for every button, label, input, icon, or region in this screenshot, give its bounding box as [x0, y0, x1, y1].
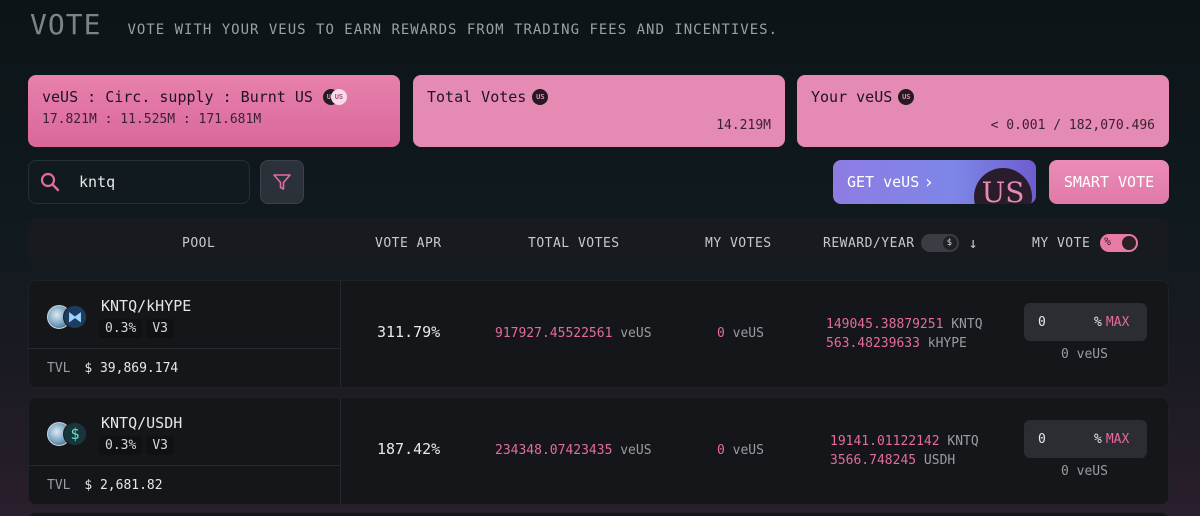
search-icon: [40, 172, 60, 192]
your-veus-card: Your veUS US < 0.001 / 182,070.496: [797, 75, 1169, 147]
filter-icon: [273, 174, 291, 190]
reward-token: kHYPE: [927, 336, 967, 351]
total-votes-card-value: 14.219M: [716, 118, 771, 133]
supply-card-label: veUS : Circ. supply : Burnt US: [42, 88, 313, 106]
total-votes-unit: veUS: [620, 326, 652, 341]
percent-label: %: [1094, 314, 1102, 330]
get-veus-label: GET veUS: [847, 173, 920, 191]
chevron-right-icon: ›: [923, 171, 935, 193]
page-subtitle: VOTE WITH YOUR VEUS TO EARN REWARDS FROM…: [127, 22, 779, 38]
fee-badge: 0.3%: [99, 319, 143, 338]
percent-label: %: [1094, 431, 1102, 447]
token-pair-icons: $: [47, 422, 91, 446]
dollar-icon: $: [942, 236, 957, 250]
vote-apr-value: 187.42%: [377, 440, 441, 458]
col-my-vote: MY VOTE %: [1032, 234, 1139, 252]
my-votes-unit: veUS: [732, 326, 764, 341]
version-badge: V3: [146, 319, 174, 338]
reward-amount: 563.48239633: [826, 336, 920, 351]
pool-cell: ⧓ KNTQ/kHYPE 0.3% V3 TVL $ 39,869.174: [29, 281, 341, 387]
col-my-vote-label[interactable]: MY VOTE: [1032, 235, 1091, 251]
reward-year-value: 149045.38879251 KNTQ 563.48239633 kHYPE: [826, 315, 983, 353]
col-my-votes[interactable]: MY VOTES: [705, 236, 772, 251]
us-logo-icon: US: [974, 168, 1032, 204]
reward-amount: 3566.748245: [830, 453, 917, 468]
total-votes-card-label: Total Votes: [427, 88, 527, 106]
total-votes-value: 917927.45522561 veUS: [495, 326, 652, 341]
page-title: VOTE: [30, 8, 102, 41]
table-row[interactable]: ⧓ KNTQ/kHYPE 0.3% V3 TVL $ 39,869.174 31…: [28, 280, 1169, 388]
reward-amount: 19141.01122142: [830, 434, 940, 449]
total-votes-unit: veUS: [620, 443, 652, 458]
vote-apr-value: 311.79%: [377, 323, 441, 341]
table-header: POOL VOTE APR TOTAL VOTES MY VOTES REWAR…: [28, 218, 1169, 270]
max-button[interactable]: MAX: [1105, 314, 1130, 330]
tvl-label: TVL: [47, 361, 71, 376]
smart-vote-button[interactable]: SMART VOTE: [1049, 160, 1169, 204]
usd-toggle[interactable]: $: [920, 234, 959, 252]
vote-veus-amount: 0 veUS: [1061, 347, 1108, 362]
khype-token-icon: ⧓: [63, 305, 87, 329]
total-votes-amount: 234348.07423435: [495, 443, 613, 458]
reward-amount: 149045.38879251: [826, 317, 944, 332]
col-vote-apr[interactable]: VOTE APR: [375, 236, 442, 251]
my-votes-amount: 0: [717, 443, 725, 458]
your-veus-card-label: Your veUS: [811, 88, 893, 106]
col-total-votes[interactable]: TOTAL VOTES: [528, 236, 620, 251]
vote-input[interactable]: [1038, 431, 1090, 447]
pool-tvl: TVL $ 39,869.174: [47, 361, 178, 376]
pool-pair-name: KNTQ/kHYPE: [101, 297, 192, 315]
page-header: VOTE VOTE WITH YOUR VEUS TO EARN REWARDS…: [30, 8, 778, 41]
pool-cell: $ KNTQ/USDH 0.3% V3 TVL $ 2,681.82: [29, 398, 341, 504]
reward-token: USDH: [923, 453, 956, 468]
search-input[interactable]: [79, 173, 229, 191]
tvl-value: $ 2,681.82: [84, 478, 163, 493]
toggle-knob: [1122, 236, 1137, 250]
burnt-us-coin-icon: US: [330, 89, 347, 105]
tvl-value: $ 39,869.174: [84, 361, 179, 376]
reward-token: KNTQ: [951, 317, 983, 332]
fee-badge: 0.3%: [99, 436, 143, 455]
vote-input-box: % MAX: [1024, 420, 1147, 458]
get-veus-button[interactable]: GET veUS › US: [833, 160, 1036, 204]
my-votes-value: 0 veUS: [717, 326, 764, 341]
usdh-token-icon: $: [63, 422, 87, 446]
my-votes-unit: veUS: [732, 443, 764, 458]
your-veus-card-value: < 0.001 / 182,070.496: [990, 118, 1155, 133]
col-reward-year: REWARD/YEAR $ ↓: [823, 234, 978, 252]
search-box[interactable]: [28, 160, 250, 204]
total-votes-amount: 917927.45522561: [495, 326, 613, 341]
reward-year-value: 19141.01122142 KNTQ 3566.748245 USDH: [830, 432, 979, 470]
tvl-label: TVL: [47, 478, 71, 493]
supply-card-label-row: veUS : Circ. supply : Burnt US US US: [42, 88, 386, 106]
table-row[interactable]: $ KNTQ/USDH 0.3% V3 TVL $ 2,681.82 187.4…: [28, 397, 1169, 505]
supply-card-value: 17.821M : 11.525M : 171.681M: [42, 112, 262, 127]
total-votes-value: 234348.07423435 veUS: [495, 443, 652, 458]
pool-tvl: TVL $ 2,681.82: [47, 478, 163, 493]
my-votes-value: 0 veUS: [717, 443, 764, 458]
reward-token: KNTQ: [947, 434, 979, 449]
us-coin-icon: US: [532, 89, 549, 105]
sort-down-arrow-icon[interactable]: ↓: [968, 234, 979, 252]
pool-pair-name: KNTQ/USDH: [101, 414, 183, 432]
max-button[interactable]: MAX: [1105, 431, 1130, 447]
token-pair-icons: ⧓: [47, 305, 91, 329]
percent-toggle[interactable]: %: [1100, 234, 1139, 252]
us-coin-icons: US US: [322, 89, 347, 105]
col-reward-year-label[interactable]: REWARD/YEAR: [823, 235, 915, 251]
total-votes-card: Total Votes US 14.219M: [413, 75, 785, 147]
vote-input[interactable]: [1038, 314, 1090, 330]
table-row[interactable]: [28, 512, 1169, 516]
filter-button[interactable]: [260, 160, 304, 204]
my-votes-amount: 0: [717, 326, 725, 341]
vote-input-box: % MAX: [1024, 303, 1147, 341]
vote-veus-amount: 0 veUS: [1061, 464, 1108, 479]
us-coin-icon: US: [898, 89, 915, 105]
col-pool[interactable]: POOL: [182, 236, 216, 251]
supply-card: veUS : Circ. supply : Burnt US US US 17.…: [28, 75, 400, 147]
version-badge: V3: [146, 436, 174, 455]
percent-icon: %: [1104, 235, 1112, 248]
